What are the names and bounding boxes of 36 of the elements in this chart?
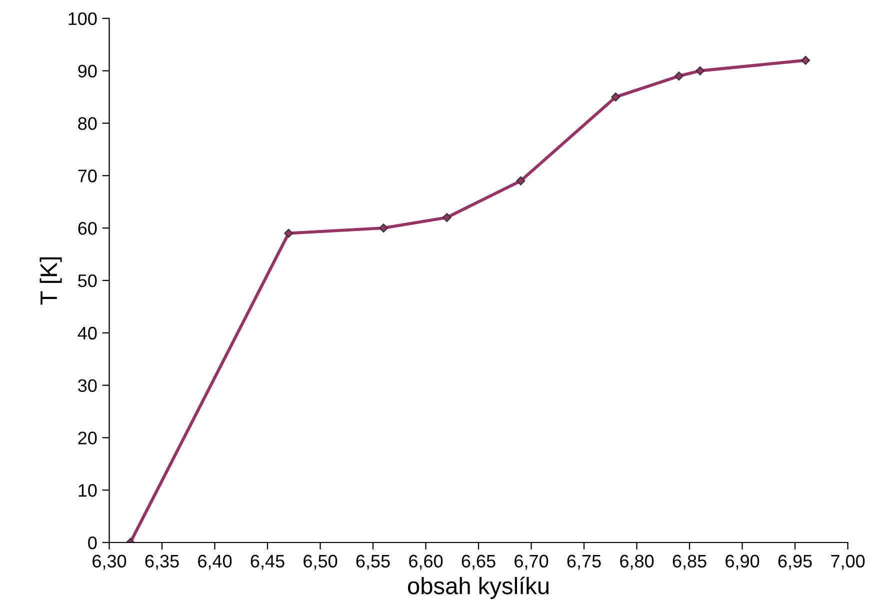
x-tick-label: 6,85 [672,554,706,570]
point [611,92,620,102]
x-tick-label: 6,40 [198,554,232,570]
x-tick-label: 6,55 [356,554,390,570]
y-tick-label: 20 [78,432,97,444]
x-tick-label: 6,80 [620,554,654,570]
y-tick-label: 10 [78,484,97,497]
x-tick-label: 6,75 [567,554,601,570]
x-tick-label: 6,35 [145,554,179,570]
point [379,224,388,233]
y-tick-label: 30 [78,379,97,392]
point [284,228,294,238]
y-tick-label: 60 [78,222,97,235]
point [516,176,526,186]
x-tick-label: 6,30 [92,554,126,570]
point [696,66,705,76]
point [674,72,684,81]
y-tick-label: 100 [68,12,97,26]
x-tick-label: 6,45 [250,554,284,570]
y-axis-title: T [K] [40,257,62,305]
x-tick-label: 6,65 [462,554,496,570]
point [801,56,810,65]
y-tick-label: 90 [78,64,97,78]
x-axis-title: obsah kyslíku [408,576,548,599]
y-tick-label: 0 [88,536,97,550]
y-tick-label: 80 [78,117,97,130]
x-tick-label: 7,00 [831,554,865,570]
x-tick-label: 6,60 [409,554,443,570]
y-tick-label: 50 [78,274,97,288]
y-tick-label: 70 [78,170,97,182]
x-tick-label: 6,95 [778,554,812,570]
y-tick-label: 40 [78,326,97,340]
point [442,213,452,222]
x-tick-label: 6,70 [514,554,548,570]
x-tick-label: 6,90 [726,554,760,570]
x-tick-label: 6,50 [304,554,338,570]
